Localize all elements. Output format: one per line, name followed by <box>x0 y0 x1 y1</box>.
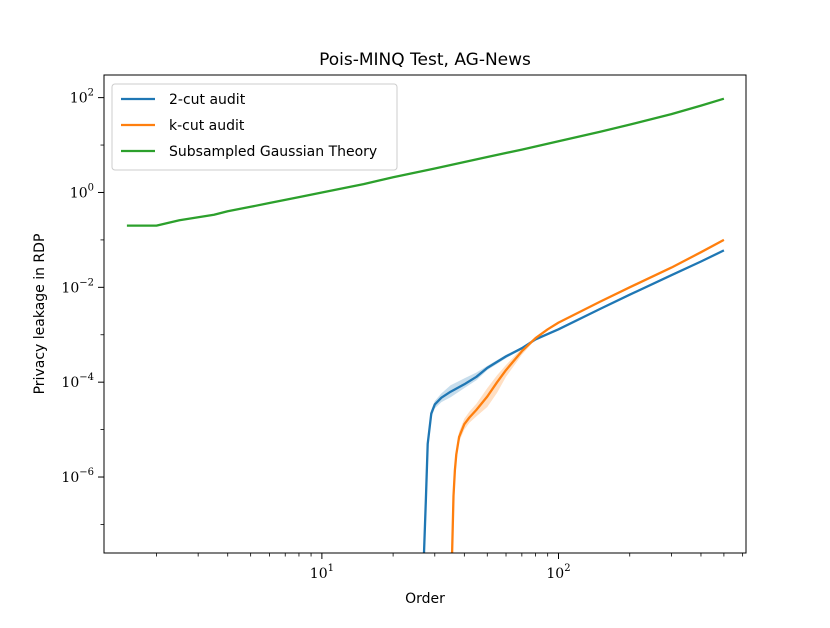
legend-label-subsampled-gaussian-theory: Subsampled Gaussian Theory <box>169 144 377 160</box>
k-cut-audit-band <box>452 239 724 554</box>
x-tick-label: 102 <box>546 563 570 582</box>
y-tick-label: 10−6 <box>61 467 94 486</box>
y-tick-label: 10−2 <box>61 277 94 296</box>
y-tick-label: 102 <box>70 88 94 107</box>
legend-label-2-cut-audit: 2-cut audit <box>169 92 246 108</box>
x-tick-label: 101 <box>310 563 334 582</box>
y-tick-label: 10−4 <box>61 372 94 391</box>
y-axis-label: Privacy leakage in RDP <box>32 234 48 395</box>
x-axis-label: Order <box>405 591 445 607</box>
chart-title: Pois-MINQ Test, AG-News <box>319 50 531 70</box>
2-cut-audit-band <box>424 249 724 553</box>
confidence-bands <box>424 239 724 554</box>
legend-box <box>111 83 398 171</box>
2-cut-audit-line <box>422 249 725 554</box>
y-tick-label: 100 <box>70 182 94 201</box>
legend: 2-cut audit k-cut audit Subsampled Gaussia… <box>111 83 398 171</box>
x-axis-ticks: 101 102 <box>156 553 744 582</box>
y-axis-ticks: 10−6 10−4 10−2 100 102 <box>61 88 104 525</box>
series-lines <box>126 97 725 554</box>
legend-label-k-cut-audit: k-cut audit <box>169 118 245 134</box>
subsampled-gaussian-theory-line <box>126 97 725 227</box>
k-cut-audit-line <box>450 238 725 554</box>
plot-area <box>103 74 747 554</box>
